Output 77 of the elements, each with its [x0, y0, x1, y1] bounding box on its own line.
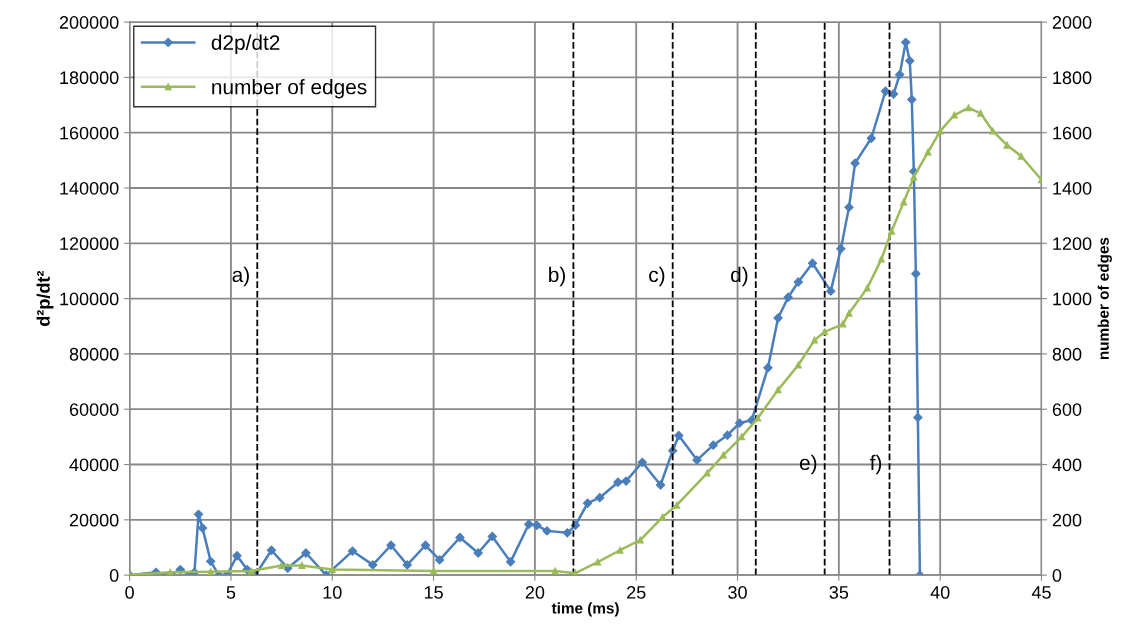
- y-tick-label: 0: [109, 569, 119, 582]
- ref-line-label: b): [549, 266, 566, 287]
- y-tick-label: 100000: [60, 292, 119, 306]
- point: [910, 173, 918, 181]
- point: [821, 328, 829, 336]
- point: [247, 567, 255, 575]
- x-tick-label: 40: [930, 586, 950, 599]
- y2-tick-label: 600: [1052, 403, 1082, 416]
- y2-tick-label: 800: [1052, 347, 1082, 361]
- point: [924, 148, 932, 156]
- point: [774, 386, 782, 394]
- y-tick-label: 20000: [69, 513, 119, 527]
- y2-tick-label: 1600: [1053, 126, 1092, 140]
- x-tick-label: 25: [627, 586, 646, 599]
- ref-line-label: a): [232, 266, 249, 287]
- x-tick-label: 35: [829, 586, 849, 599]
- point: [811, 336, 819, 344]
- point: [863, 284, 871, 292]
- y-tick-label: 40000: [69, 458, 119, 472]
- x-axis-title: time (ms): [551, 602, 619, 617]
- y2-tick-label: 1200: [1053, 237, 1092, 251]
- point: [900, 198, 908, 206]
- x-tick-label: 45: [1031, 586, 1051, 599]
- y2-tick-label: 400: [1052, 458, 1082, 472]
- y2-tick-label: 200: [1052, 513, 1082, 527]
- y-tick-label: 60000: [69, 403, 119, 416]
- y2-tick-label: 1400: [1053, 181, 1092, 195]
- y-tick-label: 120000: [60, 237, 119, 251]
- point: [965, 104, 973, 112]
- point: [636, 536, 644, 544]
- point: [989, 127, 997, 135]
- ref-line-label: c): [649, 266, 665, 287]
- y-tick-label: 200000: [59, 16, 119, 29]
- y2-tick-label: 1800: [1053, 71, 1092, 85]
- point: [839, 320, 847, 328]
- x-tick-label: 5: [226, 586, 236, 599]
- legend-label: number of edges: [212, 79, 367, 99]
- point: [877, 255, 885, 263]
- x-tick-label: 0: [125, 586, 134, 599]
- y-tick-label: 140000: [60, 181, 119, 195]
- point: [703, 469, 711, 477]
- point: [207, 568, 215, 576]
- x-tick-label: 30: [728, 586, 747, 599]
- point: [794, 361, 802, 369]
- point: [1017, 152, 1025, 160]
- ref-line-label: e): [799, 454, 817, 475]
- point: [977, 109, 985, 117]
- point: [673, 501, 681, 509]
- x-tick-label: 15: [424, 586, 443, 599]
- y-tick-label: 80000: [69, 347, 119, 361]
- point: [888, 227, 896, 235]
- point: [936, 127, 944, 135]
- point: [551, 567, 559, 575]
- point: [950, 111, 958, 119]
- y2-tick-label: 0: [1052, 569, 1062, 582]
- ref-line-label: d): [731, 266, 748, 287]
- y-axis-title: d²p/dt²: [36, 270, 54, 326]
- y2-tick-label: 1000: [1053, 292, 1092, 306]
- y-tick-label: 160000: [60, 126, 119, 140]
- point: [298, 561, 306, 569]
- point: [1003, 141, 1011, 149]
- point: [754, 414, 762, 422]
- y-tick-label: 180000: [60, 71, 119, 85]
- point: [328, 566, 336, 574]
- point: [719, 451, 727, 459]
- y2-axis-title: number of edges: [1097, 237, 1112, 360]
- point: [278, 561, 286, 569]
- point: [845, 309, 853, 317]
- point: [738, 433, 746, 441]
- x-tick-label: 20: [525, 586, 545, 599]
- y2-tick-label: 2000: [1052, 16, 1092, 29]
- point: [594, 558, 602, 566]
- point: [659, 513, 667, 521]
- legend-label: d2p/dt2: [211, 34, 280, 55]
- ref-line-label: f): [869, 454, 882, 475]
- x-tick-label: 10: [323, 586, 342, 599]
- point: [616, 546, 624, 554]
